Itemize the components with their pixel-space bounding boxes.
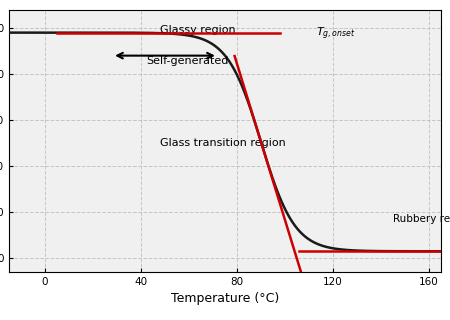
X-axis label: Temperature (°C): Temperature (°C) [171,292,279,305]
Text: Self-generated: Self-generated [146,56,228,66]
Text: Glassy region: Glassy region [160,25,236,35]
Text: Glass transition region: Glass transition region [160,138,286,148]
Text: $T_{g,onset}$: $T_{g,onset}$ [316,25,356,42]
Text: Rubbery reg: Rubbery reg [393,213,450,224]
